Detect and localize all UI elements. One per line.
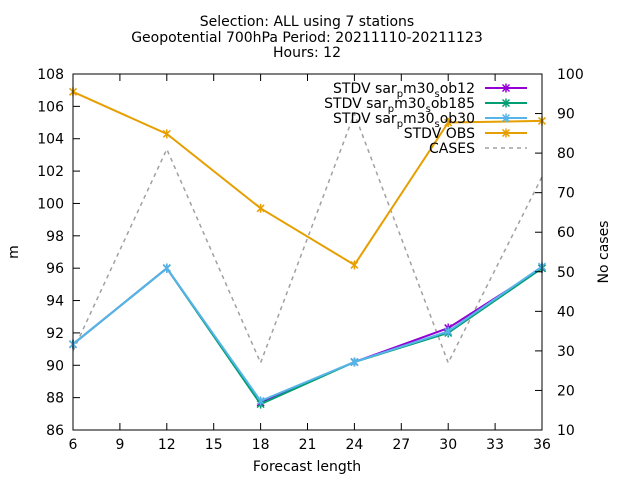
legend-marker [501, 113, 511, 123]
series-point [444, 118, 453, 128]
series-point [350, 357, 359, 367]
series-point [350, 260, 359, 270]
y-tick-label: 92 [46, 326, 64, 342]
series-point [162, 129, 171, 139]
series-1 [68, 263, 547, 409]
legend-label: STDV sarpm30sob30 [333, 111, 475, 130]
y-tick-label: 100 [37, 196, 64, 212]
y-tick-label: 102 [37, 164, 64, 180]
x-tick-label: 18 [252, 437, 270, 453]
y2-tick-label: 90 [557, 107, 575, 123]
series-3 [68, 87, 547, 270]
legend-marker [501, 98, 511, 108]
y2-tick-label: 10 [557, 423, 575, 439]
legend-label: STDV OBS [404, 126, 475, 142]
legend-label: STDV sarpm30sob185 [324, 96, 475, 115]
series-point [444, 326, 453, 336]
y2-tick-label: 50 [557, 265, 575, 281]
chart-title-line-2: Geopotential 700hPa Period: 20211110-202… [131, 30, 483, 46]
x-axis: 6 9 12 15 18 21 24 27 30 33 36 [69, 74, 551, 453]
legend-marker [501, 83, 511, 93]
y2-tick-label: 30 [557, 344, 575, 360]
x-tick-label: 21 [299, 437, 317, 453]
series-point [256, 396, 265, 406]
y-axis-label: m [6, 245, 22, 259]
x-tick-label: 36 [533, 437, 551, 453]
legend-entry: STDV sarpm30sob30 [333, 111, 527, 130]
y2-tick-label: 80 [557, 146, 575, 162]
legend-label: CASES [429, 141, 475, 157]
x-tick-label: 33 [486, 437, 504, 453]
x-tick-label: 27 [392, 437, 410, 453]
x-tick-label: 24 [345, 437, 363, 453]
y-tick-label: 98 [46, 229, 64, 245]
series-line [72, 90, 543, 267]
x-tick-label: 30 [439, 437, 457, 453]
y2-tick-label: 40 [557, 304, 575, 320]
x-tick-label: 6 [69, 437, 78, 453]
x-tick-label: 9 [115, 437, 124, 453]
y-tick-label: 104 [37, 132, 64, 148]
legend-marker [501, 128, 511, 138]
series-0 [68, 263, 547, 407]
x-axis-label: Forecast length [253, 459, 361, 475]
y2-tick-label: 60 [557, 225, 575, 241]
chart-title-line-3: Hours: 12 [273, 45, 341, 61]
y2-tick-label: 70 [557, 186, 575, 202]
y-tick-label: 88 [46, 391, 64, 407]
y-tick-label: 94 [46, 294, 64, 310]
y2-axis: 10 20 30 40 50 60 70 80 90 100 [535, 67, 584, 439]
series-4 [72, 111, 543, 365]
chart-title: Selection: ALL using 7 stations Geopoten… [131, 14, 483, 61]
y2-axis-label: No cases [596, 221, 612, 284]
series-point [256, 203, 265, 213]
chart-title-line-1: Selection: ALL using 7 stations [200, 14, 414, 30]
series-line [72, 266, 543, 406]
legend-entry: STDV OBS [404, 126, 527, 142]
y-tick-label: 106 [37, 99, 64, 115]
series-2 [68, 262, 547, 406]
y-tick-label: 86 [46, 423, 64, 439]
x-tick-label: 15 [205, 437, 223, 453]
legend-entry: STDV sarpm30sob185 [324, 96, 527, 115]
y-tick-label: 96 [46, 261, 64, 277]
legend-label: STDV sarpm30sob12 [333, 81, 475, 100]
y2-tick-label: 100 [557, 67, 584, 83]
series-line [72, 265, 543, 403]
y-tick-label: 108 [37, 67, 64, 83]
series-point [162, 263, 171, 273]
y2-tick-label: 20 [557, 383, 575, 399]
series-line [72, 111, 543, 365]
legend-entry: STDV sarpm30sob12 [333, 81, 527, 100]
x-tick-label: 12 [158, 437, 176, 453]
y-tick-label: 90 [46, 358, 64, 374]
legend-entry: CASES [429, 141, 527, 157]
y-axis: 86 88 90 92 94 96 98 100 102 104 106 108 [37, 67, 80, 439]
